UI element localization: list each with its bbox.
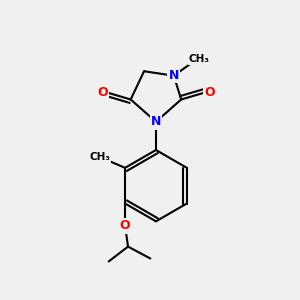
Text: O: O bbox=[97, 85, 108, 98]
Text: N: N bbox=[151, 115, 161, 128]
Text: N: N bbox=[169, 69, 179, 82]
Text: O: O bbox=[120, 219, 130, 232]
Text: O: O bbox=[204, 85, 215, 98]
Text: CH₃: CH₃ bbox=[188, 54, 209, 64]
Text: CH₃: CH₃ bbox=[89, 152, 110, 162]
